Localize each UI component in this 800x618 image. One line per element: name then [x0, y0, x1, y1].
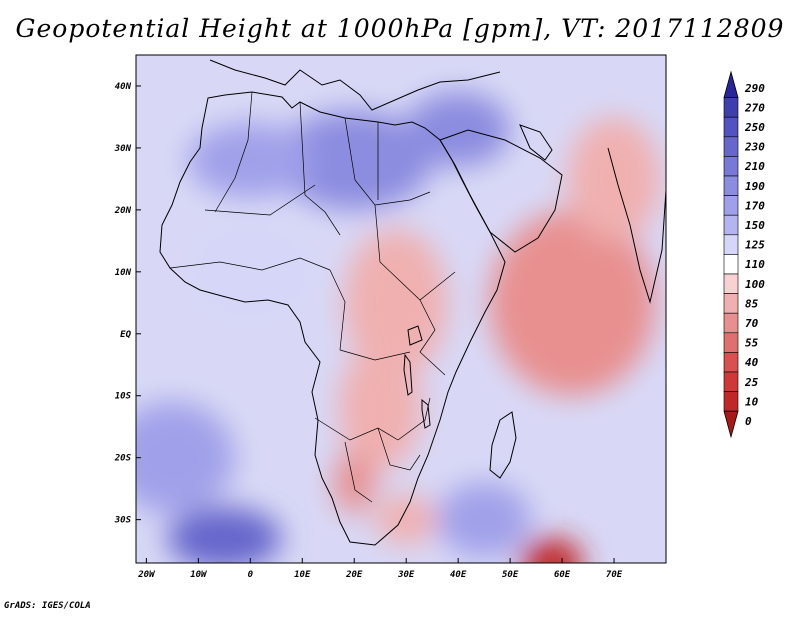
- grads-credit: GrADS: IGES/COLA: [4, 601, 91, 611]
- chart-title: Geopotential Height at 1000hPa [gpm], VT…: [15, 14, 785, 43]
- x-tick-label: 20E: [345, 570, 363, 580]
- field-blob-2: [187, 123, 313, 198]
- field-blob-4: [136, 401, 235, 514]
- colorbar-swatch: [723, 371, 739, 392]
- y-tick-label: 40N: [115, 82, 132, 92]
- colorbar-label: 110: [745, 258, 765, 271]
- field-blob-1: [406, 92, 511, 167]
- colorbar-label: 170: [745, 199, 765, 212]
- field-blob-0: [276, 110, 433, 210]
- field-blob-8: [338, 346, 422, 471]
- colorbar-label: 270: [744, 101, 765, 114]
- x-tick-label: 0: [248, 570, 254, 580]
- x-tick-label: 50E: [502, 570, 519, 580]
- colorbar-label: 230: [744, 141, 765, 154]
- x-tick-label: 20W: [137, 570, 156, 580]
- colorbar-label: 70: [745, 317, 759, 330]
- field-blob-9: [489, 209, 656, 396]
- colorbar-swatch: [723, 391, 739, 412]
- x-tick-label: 70E: [606, 570, 623, 580]
- colorbar-swatch: [723, 273, 739, 294]
- india-coastline: [607, 147, 666, 304]
- madagascar-coastline: [489, 411, 517, 479]
- lake-tanganyika: [403, 353, 413, 396]
- colorbar-swatch: [723, 195, 739, 216]
- x-tick-label: 10E: [294, 570, 311, 580]
- field-blob-12: [520, 538, 583, 563]
- colorbar-swatch: [723, 352, 739, 373]
- colorbar-swatch: [723, 136, 739, 157]
- colorbar-swatch: [723, 214, 739, 236]
- europe-coastline: [209, 59, 501, 111]
- colorbar-top-triangle: [723, 70, 739, 98]
- colorbar-label: 290: [744, 82, 765, 95]
- colorbar-label: 55: [745, 337, 759, 350]
- colorbar-swatch: [723, 254, 739, 275]
- field-blob-5: [437, 482, 531, 557]
- y-tick-label: EQ: [120, 330, 131, 340]
- colorbar-label: 250: [744, 121, 765, 134]
- field-blob-6: [187, 222, 313, 322]
- y-tick-label: 30N: [114, 144, 132, 154]
- field-blob-11: [333, 451, 376, 514]
- colorbar-label: 40: [745, 356, 759, 369]
- persian-gulf: [519, 124, 553, 161]
- colorbar-label: 100: [745, 278, 765, 291]
- colorbar-swatch: [723, 293, 739, 314]
- y-tick-label: 20S: [114, 454, 132, 464]
- colorbar-label: 150: [745, 219, 765, 232]
- colorbar-label: 210: [744, 160, 765, 173]
- map-chart: 20W 10W 0 10E 20E 30E 40E 50E 60E 70E 40N 30N 20N 10…: [114, 54, 765, 580]
- field-blob-10: [567, 116, 661, 241]
- x-tick-label: 40E: [450, 570, 467, 580]
- colorbar-label: 85: [745, 297, 759, 310]
- africa-coastline: [159, 91, 506, 546]
- colorbar-label: 10: [745, 395, 759, 408]
- coastlines: [159, 59, 666, 546]
- x-tick-label: 10W: [190, 570, 208, 580]
- colorbar-label: 25: [744, 376, 759, 389]
- colorbar-swatch: [723, 332, 739, 353]
- x-tick-label: 60E: [554, 570, 571, 580]
- colorbar-swatch: [723, 312, 739, 334]
- colorbar-label: 190: [745, 180, 765, 193]
- colorbar-swatch: [723, 234, 739, 255]
- colorbar-swatch: [723, 175, 739, 196]
- colorbar-swatch: [723, 116, 739, 138]
- lake-victoria: [407, 325, 423, 346]
- country-borders: [169, 91, 456, 503]
- y-tick-label: 30S: [114, 516, 132, 526]
- y-tick-label: 10S: [115, 392, 132, 402]
- lake-malawi: [421, 398, 431, 429]
- colorbar-bottom-triangle: [723, 410, 739, 439]
- y-tick-label: 20N: [114, 206, 132, 216]
- y-tick-label: 10N: [115, 268, 132, 278]
- colorbar-swatch: [723, 97, 739, 118]
- field-blob-3: [167, 507, 282, 563]
- colorbar-label: 0: [745, 415, 752, 428]
- colorbar-swatch: [723, 156, 739, 177]
- map-frame: [135, 54, 667, 564]
- arabia-coastline: [439, 129, 563, 253]
- x-tick-label: 30E: [397, 570, 415, 580]
- colorbar-label: 125: [745, 239, 765, 252]
